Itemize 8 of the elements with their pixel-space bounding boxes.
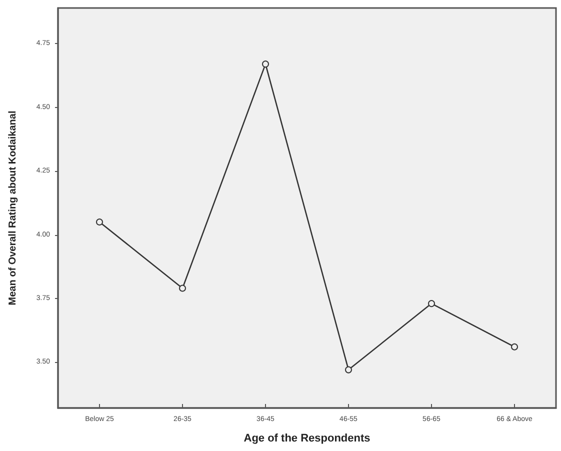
point (511, 343, 518, 350)
point (428, 300, 435, 308)
y-axis-title: Mean of Overall Rating about Kodaikanal (8, 110, 18, 306)
x-axis-title: Age of the Respondents (244, 432, 370, 444)
point (179, 284, 186, 292)
point (262, 60, 269, 68)
point (96, 218, 103, 226)
point (345, 366, 352, 374)
